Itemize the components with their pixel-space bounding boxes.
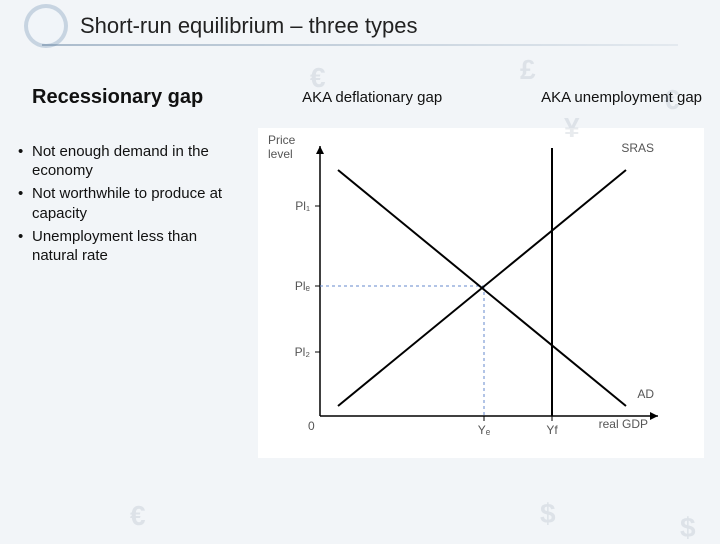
- title-ornament-circle: [24, 4, 68, 48]
- chart-svg: Pricelevel real GDP 0 Pl₁ Plₑ Pl₂ Yₑ Yf SRAS AD: [258, 128, 704, 458]
- svg-text:0: 0: [308, 419, 315, 433]
- currency-watermark: $: [540, 498, 556, 530]
- bullet-item: Not worthwhile to produce at capacity: [18, 184, 244, 222]
- svg-text:Pl₂: Pl₂: [295, 345, 311, 359]
- currency-watermark: $: [680, 512, 696, 544]
- title-underline: [42, 44, 678, 46]
- slide-title: Short-run equilibrium – three types: [60, 13, 418, 39]
- svg-text:Plₑ: Plₑ: [295, 279, 311, 293]
- subtitle-main: Recessionary gap: [32, 86, 203, 109]
- subtitle-aka-2: AKA unemployment gap: [541, 89, 702, 106]
- svg-text:SRAS: SRAS: [621, 141, 654, 155]
- subtitle-row: Recessionary gap AKA deflationary gap AK…: [32, 86, 702, 109]
- svg-text:level: level: [268, 147, 293, 161]
- bullet-item: Not enough demand in the economy: [18, 142, 244, 180]
- econ-chart: Pricelevel real GDP 0 Pl₁ Plₑ Pl₂ Yₑ Yf SRAS AD: [258, 128, 704, 458]
- svg-text:AD: AD: [637, 387, 654, 401]
- svg-text:Yf: Yf: [546, 423, 558, 437]
- svg-text:Price: Price: [268, 133, 296, 147]
- bullet-item: Unemployment less than natural rate: [18, 227, 244, 265]
- subtitle-aka-1: AKA deflationary gap: [302, 89, 442, 106]
- bullet-list: Not enough demand in the economy Not wort…: [18, 142, 244, 269]
- svg-text:real GDP: real GDP: [599, 417, 648, 431]
- currency-watermark: £: [520, 54, 536, 86]
- currency-watermark: €: [130, 500, 146, 532]
- title-bar: Short-run equilibrium – three types: [60, 8, 680, 44]
- svg-text:Pl₁: Pl₁: [295, 199, 310, 213]
- svg-text:Yₑ: Yₑ: [478, 423, 491, 437]
